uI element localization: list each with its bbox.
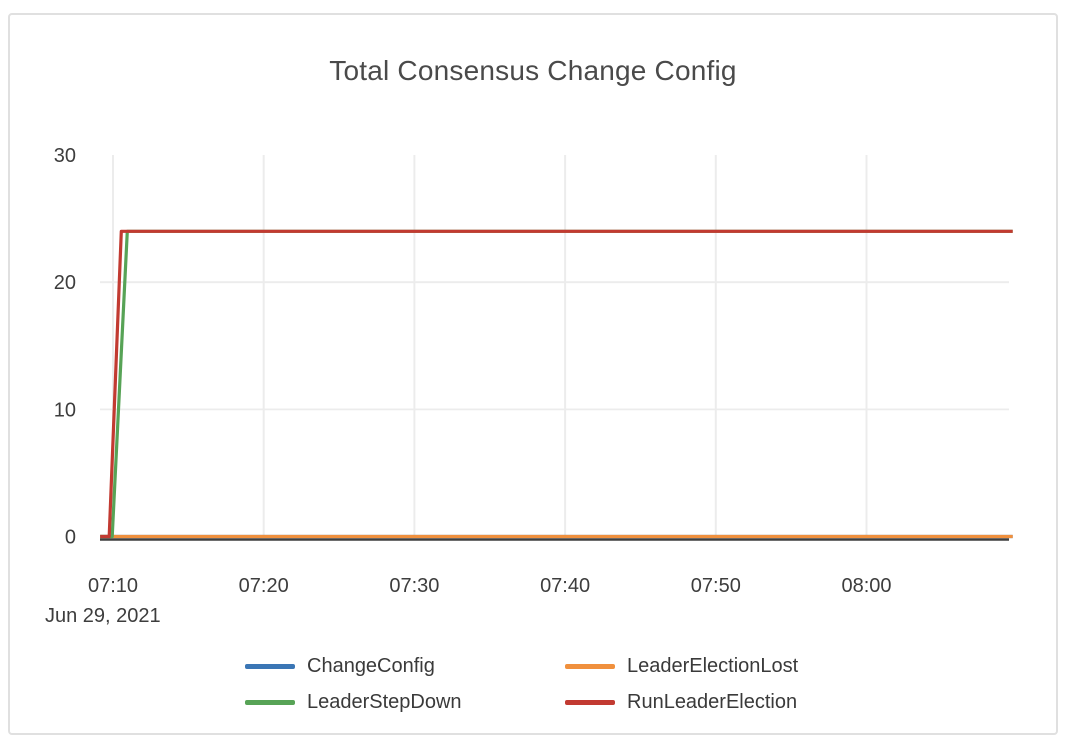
y-tick-label: 0 <box>65 527 76 549</box>
legend-row: LeaderStepDown RunLeaderElection <box>245 689 885 716</box>
x-tick-label: 07:30 <box>389 575 439 597</box>
x-tick-label: 07:10 <box>88 575 138 597</box>
y-tick-label: 10 <box>54 399 76 421</box>
legend-label: RunLeaderElection <box>627 691 798 713</box>
legend-item-runleaderelection[interactable]: RunLeaderElection <box>565 691 797 714</box>
x-axis-date-label: Jun 29, 2021 <box>45 605 161 627</box>
legend-item-leaderstepdown[interactable]: LeaderStepDown <box>245 691 565 714</box>
chart-legend: ChangeConfig LeaderElectionLost LeaderSt… <box>245 653 885 725</box>
legend-item-leaderelectionlost[interactable]: LeaderElectionLost <box>565 655 798 678</box>
y-tick-label: 20 <box>54 272 76 294</box>
x-tick-label: 07:40 <box>540 575 590 597</box>
line-swatch-icon <box>245 664 295 669</box>
x-tick-label: 07:50 <box>691 575 741 597</box>
chart-title: Total Consensus Change Config <box>329 55 737 86</box>
y-tick-label: 30 <box>54 145 76 167</box>
x-tick-label: 08:00 <box>841 575 891 597</box>
series-line-leaderstepdown <box>100 229 1013 539</box>
chart-card: Total Consensus Change Config 0 10 20 30 07:… <box>8 13 1058 735</box>
legend-row: ChangeConfig LeaderElectionLost <box>245 653 885 680</box>
legend-label: LeaderElectionLost <box>627 655 799 677</box>
line-swatch-icon <box>565 700 615 705</box>
legend-label: LeaderStepDown <box>307 691 462 713</box>
line-swatch-icon <box>565 664 615 669</box>
legend-item-changeconfig[interactable]: ChangeConfig <box>245 655 565 678</box>
series-line-runleaderelection <box>100 229 1013 539</box>
line-swatch-icon <box>245 700 295 705</box>
legend-label: ChangeConfig <box>307 655 435 677</box>
chart-plot-area[interactable]: 0 10 20 30 07:10 07:20 07:30 07:40 07:50 08:00 Jun… <box>10 15 1056 733</box>
x-tick-label: 07:20 <box>239 575 289 597</box>
